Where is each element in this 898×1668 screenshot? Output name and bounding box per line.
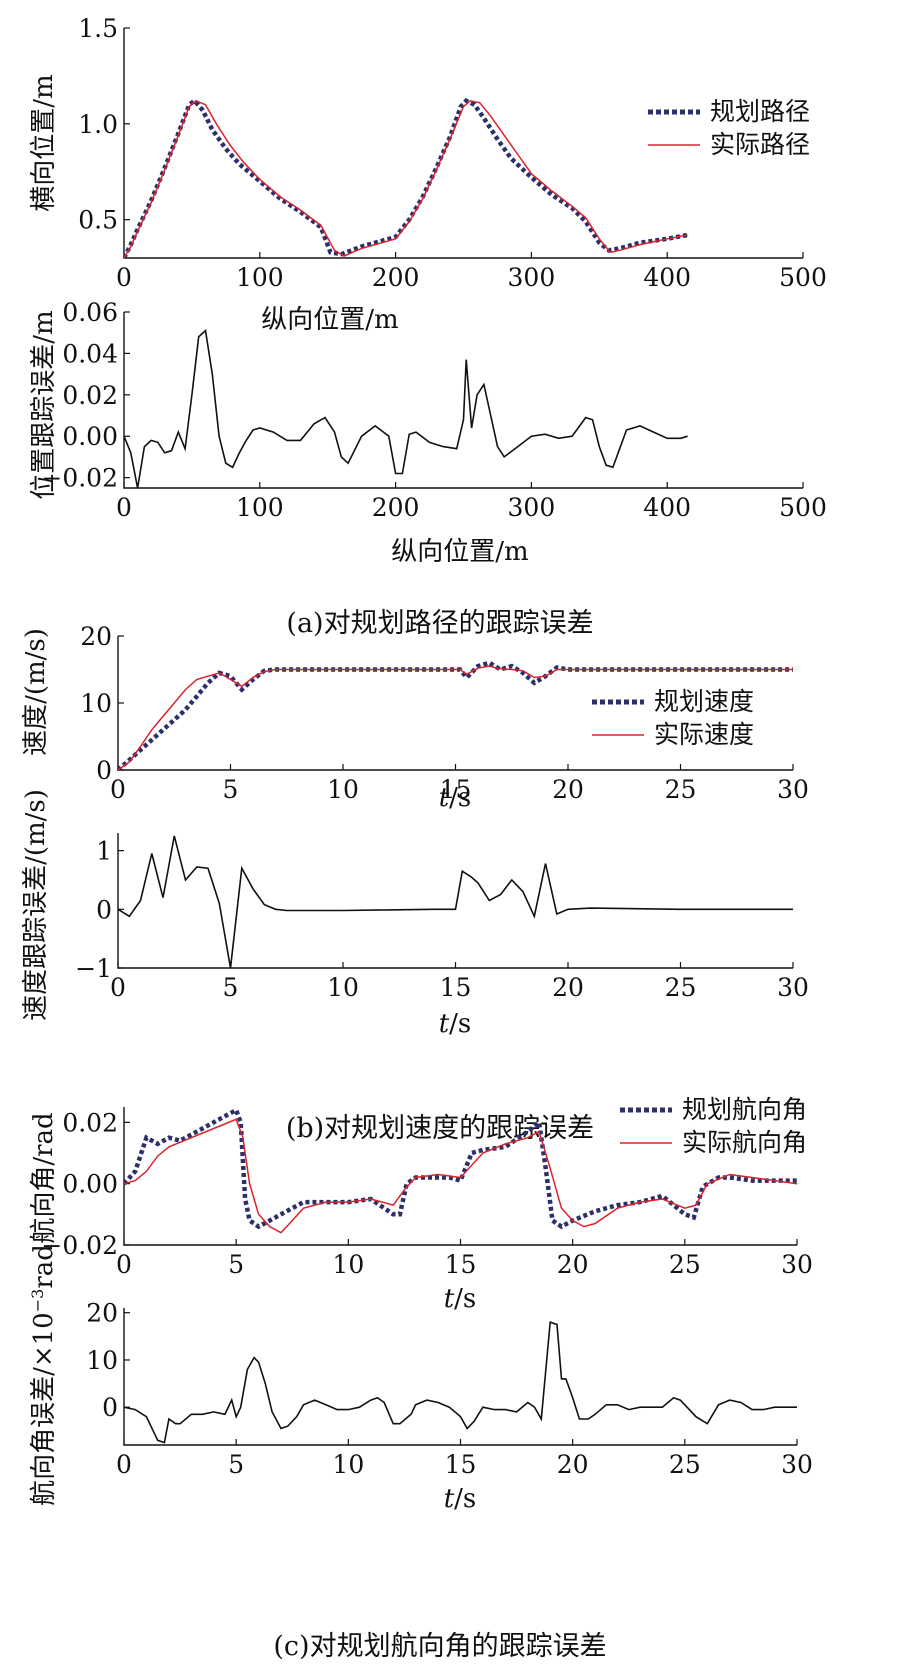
axis-lines (123, 28, 803, 259)
legend-label: 实际航向角 (682, 1128, 807, 1157)
x-tick-label: 5 (228, 1250, 244, 1279)
series-规划路径 (124, 97, 689, 258)
x-tick-label: 25 (669, 1250, 701, 1279)
x-axis-label: t/s (439, 783, 472, 813)
series-line (124, 1321, 797, 1444)
x-axis-label: 纵向位置/m (261, 305, 398, 335)
x-tick-label: 300 (508, 493, 556, 522)
y-tick-label: 20 (86, 1299, 118, 1328)
y-tick-label: −0.02 (41, 1231, 118, 1260)
x-axis-label: t/s (444, 1484, 477, 1514)
x-tick-label: 5 (223, 775, 239, 804)
y-tick-label: 1.5 (78, 14, 118, 43)
x-tick-label: 0 (116, 493, 132, 522)
x-tick-label: 10 (327, 973, 359, 1002)
caption-c: (c)对规划航向角的跟踪误差 (273, 1631, 606, 1662)
y-tick-label: 0 (96, 895, 112, 924)
x-axis-label: t/s (439, 1009, 472, 1039)
legend-label: 规划速度 (654, 687, 754, 716)
x-tick-label: 500 (779, 493, 827, 522)
x-tick-label: 300 (508, 263, 556, 292)
x-tick-label: 15 (445, 1450, 477, 1479)
x-tick-label: 0 (110, 775, 126, 804)
y-tick-label: 0.02 (62, 1108, 118, 1137)
x-tick-label: 0 (116, 263, 132, 292)
y-tick-label: 20 (80, 622, 112, 651)
y-axis-label: 航向角/rad (29, 1112, 59, 1243)
y-axis-label: 速度/(m/s) (21, 628, 51, 756)
y-tick-label: 0 (102, 1393, 118, 1422)
x-tick-label: 200 (372, 493, 420, 522)
x-tick-label: 25 (669, 1450, 701, 1479)
x-tick-label: 5 (228, 1450, 244, 1479)
y-tick-label: 0.02 (62, 381, 118, 410)
x-tick-label: 400 (643, 493, 691, 522)
x-tick-label: 20 (557, 1450, 589, 1479)
x-tick-label: 5 (223, 973, 239, 1002)
x-tick-label: 15 (440, 973, 472, 1002)
y-tick-label: 10 (86, 1346, 118, 1375)
x-tick-label: 10 (332, 1450, 364, 1479)
x-tick-label: 15 (445, 1250, 477, 1279)
legend-label: 规划航向角 (682, 1095, 807, 1124)
legend-label: 实际路径 (710, 130, 810, 159)
y-tick-label: 0.5 (78, 206, 118, 235)
x-tick-label: 200 (372, 263, 420, 292)
x-tick-label: 10 (327, 775, 359, 804)
series-规划速度 (118, 660, 793, 770)
y-tick-label: 1 (96, 837, 112, 866)
caption-b: (b)对规划速度的跟踪误差 (286, 1113, 594, 1144)
y-axis-label: 横向位置/m (29, 74, 59, 211)
x-tick-label: 20 (557, 1250, 589, 1279)
x-tick-label: 20 (552, 775, 584, 804)
x-tick-label: 15 (440, 775, 472, 804)
series-line (124, 329, 688, 488)
series-实际航向角 (124, 1118, 797, 1234)
x-tick-label: 30 (777, 775, 809, 804)
panel-a-error: 0 100 200 300 400 500 −0.02 0.00 0.02 0.04 0.06位置跟… (29, 298, 827, 567)
x-tick-label: 10 (332, 1250, 364, 1279)
y-tick-label: 1.0 (78, 110, 118, 139)
y-tick-label: 0.04 (62, 339, 118, 368)
y-tick-label: 0.00 (62, 1170, 118, 1199)
x-tick-label: 100 (236, 263, 284, 292)
series-实际速度 (118, 665, 793, 770)
x-tick-label: 400 (643, 263, 691, 292)
x-tick-label: 25 (665, 973, 697, 1002)
x-tick-label: 30 (781, 1250, 813, 1279)
x-axis-label: t/s (444, 1284, 477, 1314)
legend-label: 实际速度 (654, 720, 754, 749)
y-tick-label: −1 (75, 954, 112, 983)
x-tick-label: 0 (116, 1250, 132, 1279)
y-axis-label: 位置跟踪误差/m (29, 310, 59, 499)
legend-label: 规划路径 (710, 97, 810, 126)
x-tick-label: 30 (777, 973, 809, 1002)
x-tick-label: 30 (781, 1450, 813, 1479)
y-tick-label: 0.00 (62, 422, 118, 451)
x-tick-label: 25 (665, 775, 697, 804)
series-line (118, 835, 793, 968)
caption-a: (a)对规划路径的跟踪误差 (286, 608, 593, 639)
panel-c-error: 0 5 10 15 20 25 30 0 10 20 航向角误差/×10−3rad t/s (28, 1244, 813, 1514)
x-tick-label: 0 (116, 1450, 132, 1479)
y-tick-label: 10 (80, 689, 112, 718)
x-tick-label: 500 (779, 263, 827, 292)
x-tick-label: 100 (236, 493, 284, 522)
y-tick-label: 0.06 (62, 298, 118, 327)
axis-lines (123, 1308, 797, 1446)
y-tick-label: 0 (96, 756, 112, 785)
x-axis-label: 纵向位置/m (391, 537, 528, 567)
axis-lines (117, 833, 793, 969)
y-axis-label: 航向角误差/×10−3rad (28, 1244, 59, 1506)
y-axis-label: 速度跟踪误差/(m/s) (21, 789, 51, 1021)
x-tick-label: 0 (110, 973, 126, 1002)
series-实际路径 (124, 99, 688, 258)
y-tick-label: −0.02 (41, 464, 118, 493)
panel-a-path: 0 100 200 300 400 500 0.5 1.0 1.5 横向位置/m 纵向位置/m 规划路… (29, 14, 827, 335)
x-tick-label: 20 (552, 973, 584, 1002)
